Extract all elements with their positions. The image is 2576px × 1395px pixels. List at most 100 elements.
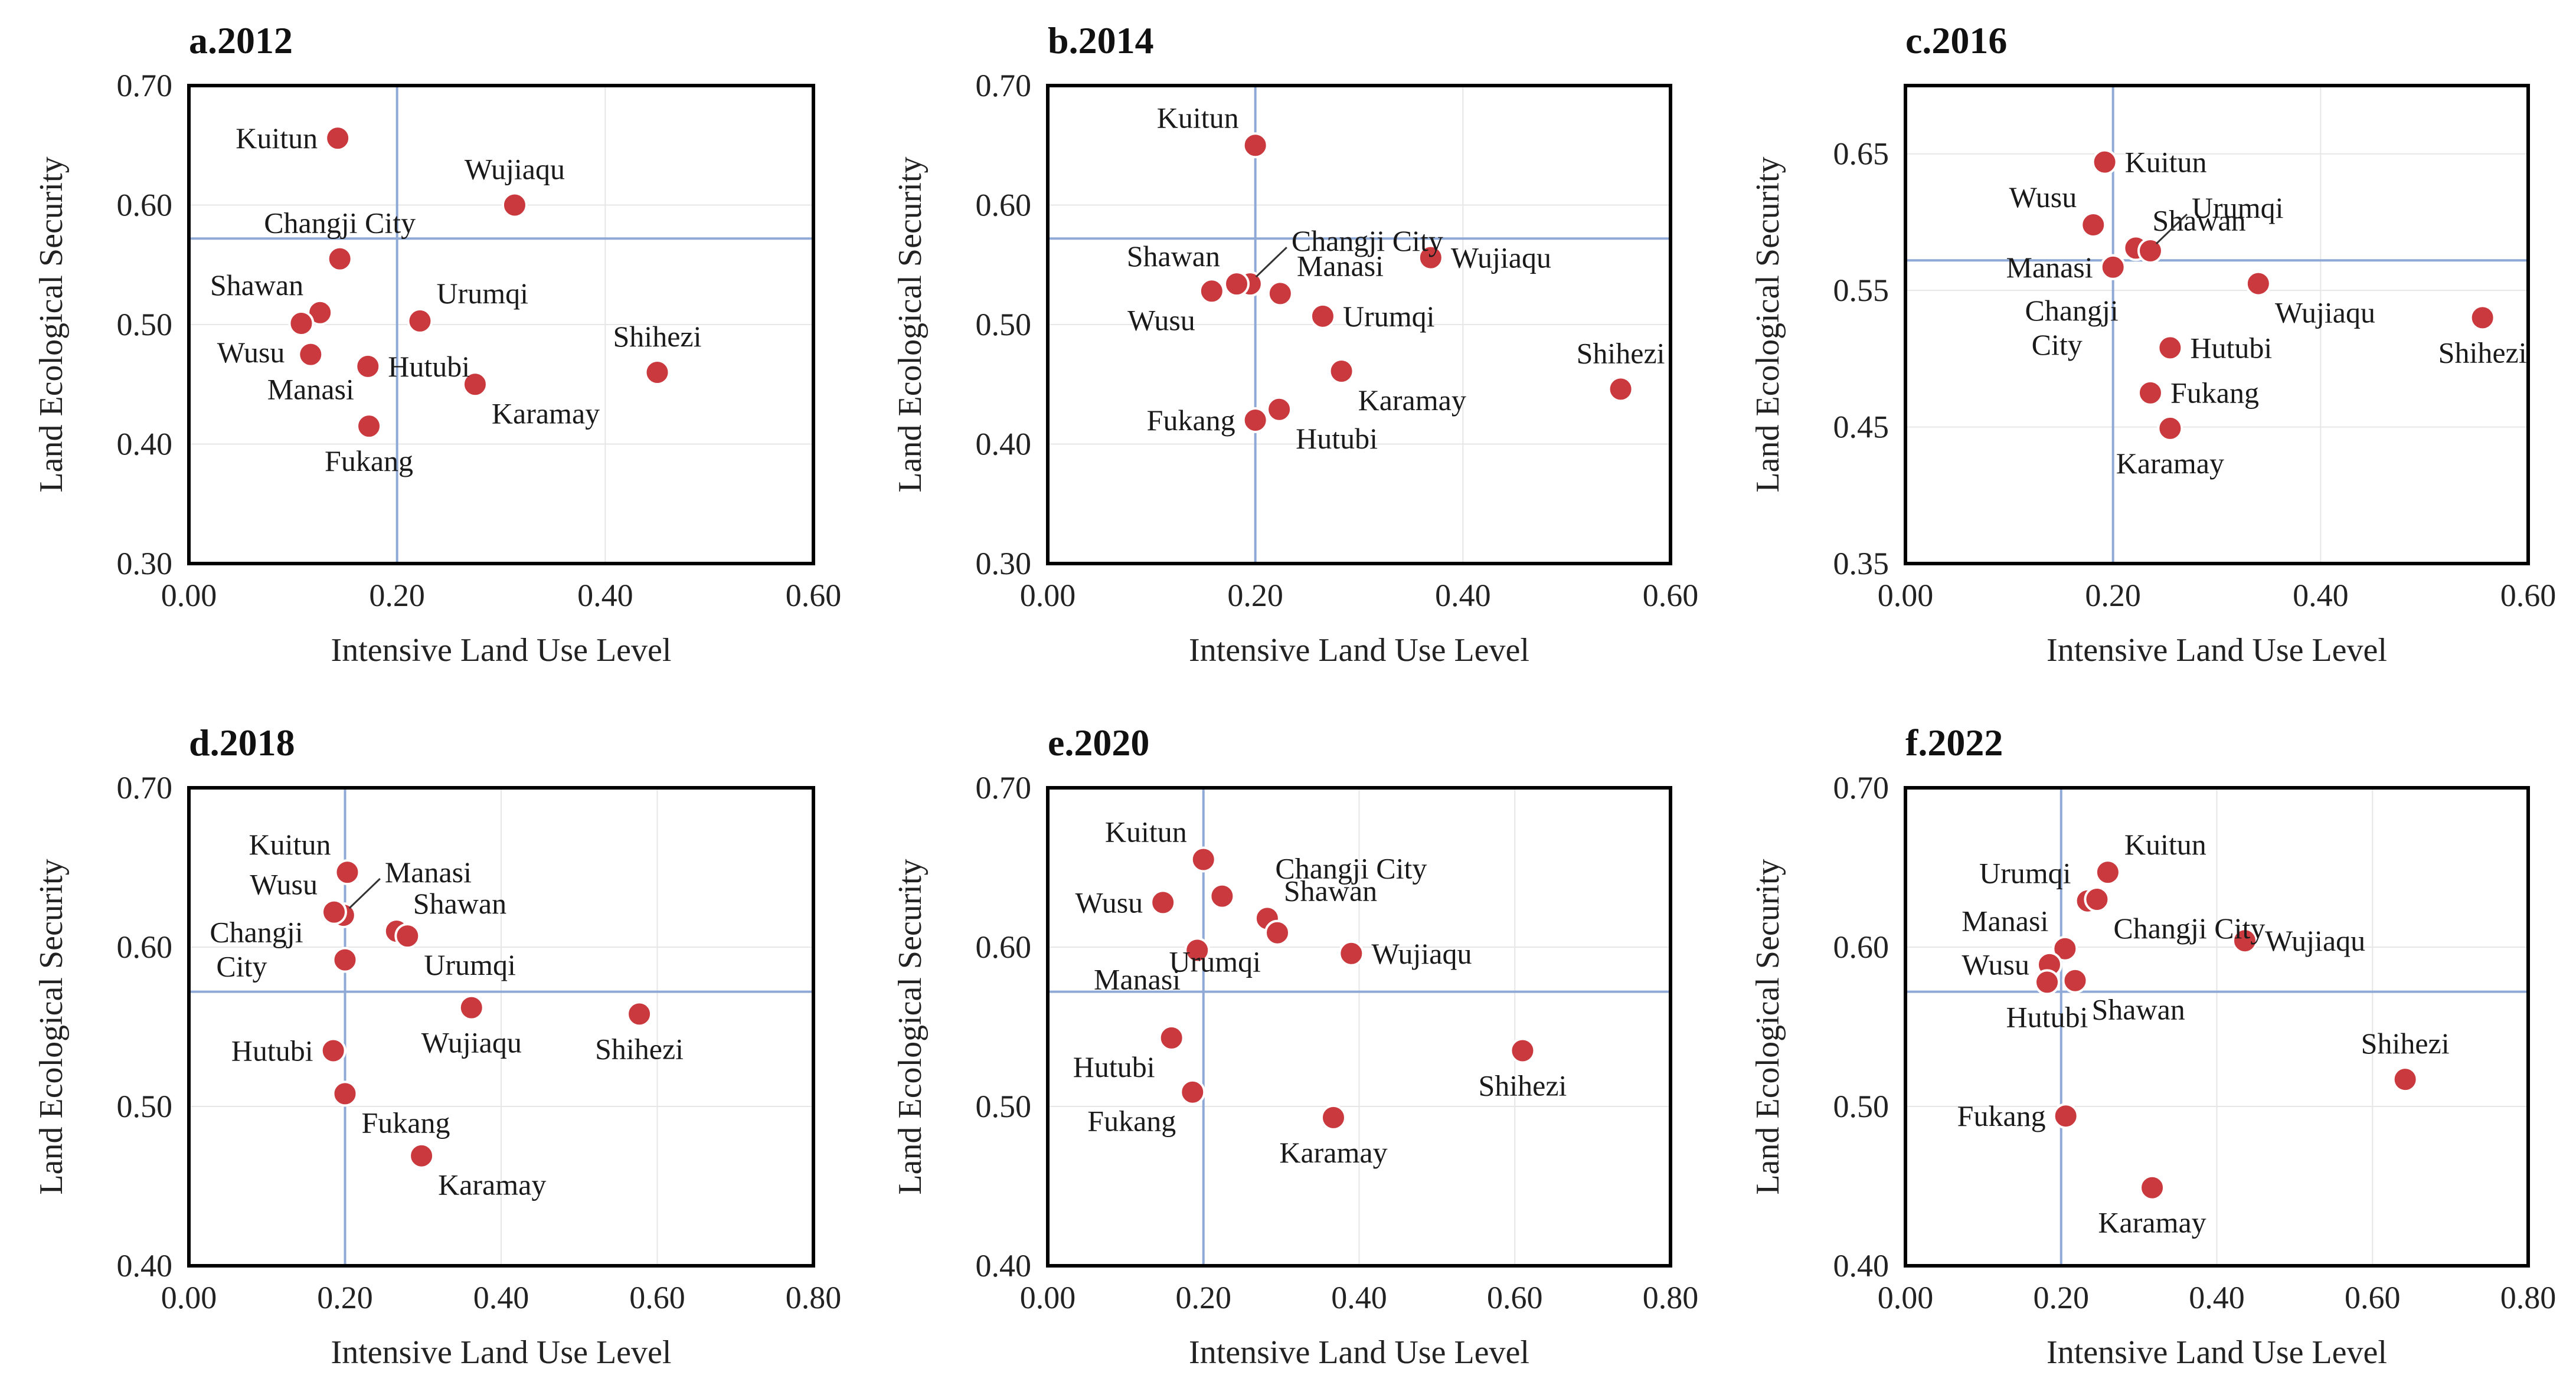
x-axis-title: Intensive Land Use Level xyxy=(331,632,672,669)
x-tick-label: 0.40 xyxy=(2293,578,2349,613)
point-label-kuitun: Kuitun xyxy=(2124,828,2206,861)
x-tick-label: 0.40 xyxy=(577,578,633,613)
point-label-wujiaqu: Wujiaqu xyxy=(2275,296,2375,329)
point-label-hutubi: Hutubi xyxy=(1073,1050,1155,1083)
label-leader-line xyxy=(2155,213,2188,245)
x-tick-label: 0.00 xyxy=(161,1280,217,1315)
data-point-kuitun xyxy=(325,125,351,152)
data-point-karamay xyxy=(462,371,488,398)
data-point-changji-city xyxy=(2084,886,2110,912)
point-label-wusu: Wusu xyxy=(250,868,318,901)
data-point-urumqi xyxy=(407,307,433,334)
y-axis-title: Land Ecological Security xyxy=(33,859,70,1194)
y-tick-label: 0.30 xyxy=(976,546,1032,581)
x-tick-label: 0.60 xyxy=(1487,1280,1543,1315)
point-label-shihezi: Shihezi xyxy=(613,320,702,353)
data-point-urumqi xyxy=(394,923,421,949)
x-tick-label: 0.40 xyxy=(1331,1280,1387,1315)
point-label-hutubi: Hutubi xyxy=(388,350,470,383)
panel-title: d.2018 xyxy=(189,722,295,764)
point-label-wujiaqu: Wujiaqu xyxy=(421,1026,522,1059)
data-point-shihezi xyxy=(626,1001,653,1027)
data-point-changji-city xyxy=(1209,883,1235,909)
point-label-urumqi: Urumqi xyxy=(424,948,516,981)
x-tick-label: 0.60 xyxy=(1643,578,1699,613)
x-tick-label: 0.40 xyxy=(473,1280,529,1315)
data-point-wujiaqu xyxy=(1338,940,1365,967)
point-label-fukang: Fukang xyxy=(2170,376,2259,410)
point-label-karamay: Karamay xyxy=(2098,1206,2206,1239)
y-axis-title: Land Ecological Security xyxy=(33,156,70,492)
y-axis-title: Land Ecological Security xyxy=(1750,859,1786,1194)
point-label-karamay: Karamay xyxy=(492,397,600,430)
data-point-wusu xyxy=(288,310,315,336)
x-axis-title: Intensive Land Use Level xyxy=(1189,632,1529,669)
point-label-wujiaqu: Wujiaqu xyxy=(1451,241,1551,274)
point-label-changji-city: Changji City xyxy=(1292,224,1443,257)
point-label-karamay: Karamay xyxy=(1358,384,1466,417)
data-point-wujiaqu xyxy=(2245,270,2271,297)
y-tick-label: 0.55 xyxy=(1833,273,1889,308)
point-label-wujiaqu: Wujiaqu xyxy=(1371,937,1472,970)
point-label-urumqi: Urumqi xyxy=(1979,857,2071,890)
y-tick-label: 0.60 xyxy=(976,188,1032,223)
data-point-karamay xyxy=(2139,1174,2166,1201)
x-axis-title: Intensive Land Use Level xyxy=(2047,632,2387,669)
plot-frame xyxy=(1046,84,1672,565)
scatter-panel-3: c.2016 0.00 0.20 0.40 0.60 0.35 0.45 0.55 0.65 In… xyxy=(1750,19,2556,669)
panel-title: f.2022 xyxy=(1905,722,2003,764)
y-tick-label: 0.65 xyxy=(1833,136,1889,172)
data-point-fukang xyxy=(332,1080,358,1107)
y-tick-label: 0.60 xyxy=(1833,929,1889,965)
point-label-shawan: Shawan xyxy=(210,268,303,302)
x-tick-label: 0.20 xyxy=(2034,1280,2090,1315)
plot-frame xyxy=(1046,786,1672,1268)
y-tick-label: 0.30 xyxy=(117,546,173,581)
point-label-urumqi: Urumqi xyxy=(436,277,528,310)
y-tick-label: 0.70 xyxy=(1833,770,1889,805)
data-point-wusu xyxy=(2080,212,2107,238)
point-label-shawan: Shawan xyxy=(2091,993,2185,1026)
panel-title: c.2016 xyxy=(1905,19,2007,61)
point-label-manasi: Manasi xyxy=(2006,251,2093,284)
point-label-wujiaqu: Wujiaqu xyxy=(465,153,565,186)
y-tick-label: 0.70 xyxy=(117,770,173,805)
y-tick-label: 0.50 xyxy=(117,307,173,342)
data-point-hutubi xyxy=(2034,969,2061,996)
data-point-urumqi xyxy=(1309,303,1336,329)
point-label-urumqi: Urumqi xyxy=(1343,300,1435,333)
x-tick-label: 0.00 xyxy=(1020,1280,1076,1315)
point-label-changji-city: Changji City xyxy=(264,207,416,240)
data-point-shihezi xyxy=(2469,304,2496,331)
point-label-karamay: Karamay xyxy=(438,1168,546,1201)
point-label-kuitun: Kuitun xyxy=(249,828,331,861)
point-label-karamay: Karamay xyxy=(1279,1136,1387,1169)
point-label-wusu: Wusu xyxy=(2009,181,2077,214)
x-tick-label: 0.00 xyxy=(1878,578,1934,613)
y-tick-label: 0.70 xyxy=(117,68,173,103)
y-tick-label: 0.60 xyxy=(117,929,173,965)
y-tick-label: 0.40 xyxy=(1833,1248,1889,1283)
data-point-urumqi xyxy=(1264,919,1291,946)
x-axis-title: Intensive Land Use Level xyxy=(2047,1334,2387,1371)
data-point-wujiaqu xyxy=(2231,928,2258,954)
x-tick-label: 0.00 xyxy=(1020,578,1076,613)
data-point-karamay xyxy=(408,1142,435,1169)
point-label-hutubi: Hutubi xyxy=(2006,1000,2088,1033)
data-point-shawan xyxy=(2062,967,2088,994)
plot-frame xyxy=(187,84,815,565)
y-tick-label: 0.50 xyxy=(1833,1089,1889,1124)
data-point-changji-city xyxy=(2100,254,2126,280)
data-point-shawan xyxy=(1224,271,1250,297)
y-tick-label: 0.40 xyxy=(976,427,1032,462)
data-point-hutubi xyxy=(1266,396,1293,423)
point-label-fukang: Fukang xyxy=(1147,404,1235,437)
data-point-fukang xyxy=(1179,1079,1206,1105)
data-point-manasi xyxy=(298,341,324,368)
data-point-wusu xyxy=(1150,889,1176,916)
label-leader-line xyxy=(1255,247,1287,278)
point-label-fukang: Fukang xyxy=(362,1106,450,1139)
data-point-karamay xyxy=(2157,415,2183,441)
point-label-fukang: Fukang xyxy=(1957,1099,2046,1132)
point-label-fukang: Fukang xyxy=(1087,1105,1176,1138)
